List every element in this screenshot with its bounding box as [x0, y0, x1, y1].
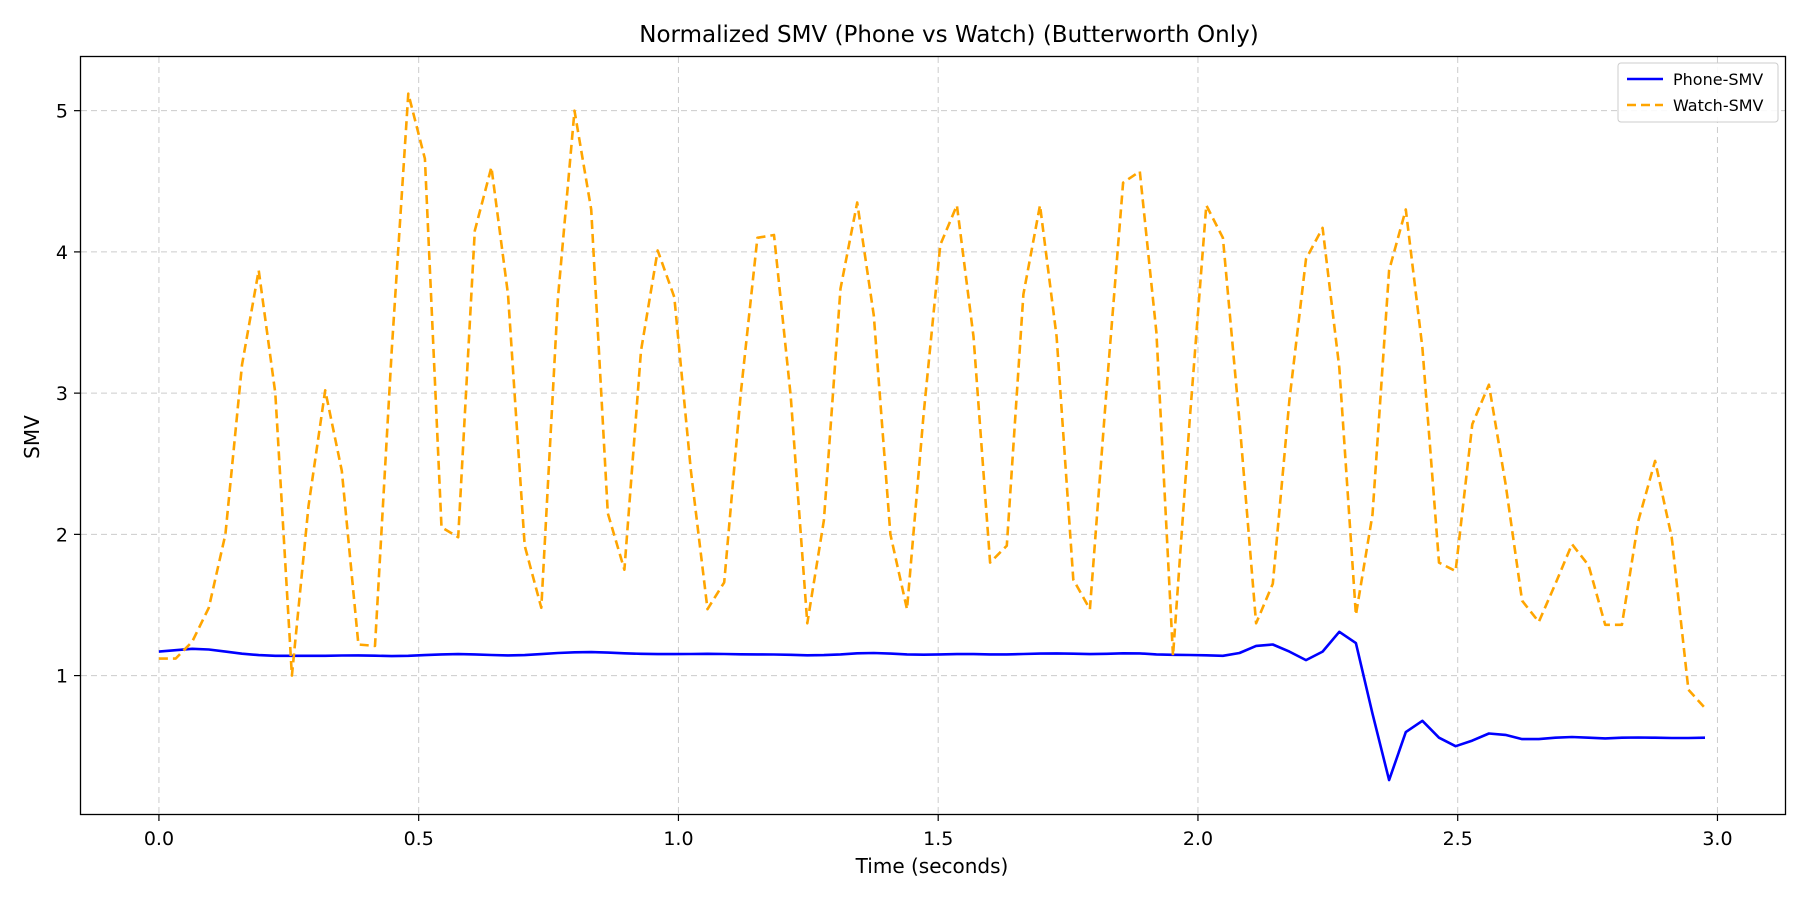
x-tick-label: 3.0 [1702, 828, 1732, 850]
x-tick-label: 1.5 [923, 828, 953, 850]
y-axis-label: SMV [20, 415, 44, 459]
axis-ticks: 0.0 0.5 1.0 1.5 2.0 2.5 3.0 1 2 3 4 5 [56, 101, 1733, 850]
series-line-watch-smv [158, 92, 1706, 709]
grid-lines [81, 57, 1785, 814]
series-lines [158, 92, 1706, 782]
y-tick-label: 2 [56, 524, 68, 546]
y-tick-label: 1 [56, 666, 68, 688]
x-tick-label: 2.5 [1443, 828, 1473, 850]
x-axis-label: Time (seconds) [855, 854, 1009, 878]
legend: Phone-SMV Watch-SMV [1617, 62, 1779, 123]
x-tick-label: 0.5 [404, 828, 434, 850]
y-tick-label: 5 [56, 101, 68, 123]
x-tick-label: 2.0 [1183, 828, 1213, 850]
y-tick-label: 4 [56, 242, 68, 264]
series-line-phone-smv [158, 630, 1706, 782]
x-tick-label: 0.0 [144, 828, 174, 850]
legend-label-phone-smv: Phone-SMV [1673, 70, 1763, 89]
y-tick-label: 3 [56, 383, 68, 405]
chart-title: Normalized SMV (Phone vs Watch) (Butterw… [639, 22, 1258, 48]
legend-label-watch-smv: Watch-SMV [1673, 96, 1764, 115]
x-tick-label: 1.0 [663, 828, 693, 850]
plot-frame [79, 55, 1787, 816]
